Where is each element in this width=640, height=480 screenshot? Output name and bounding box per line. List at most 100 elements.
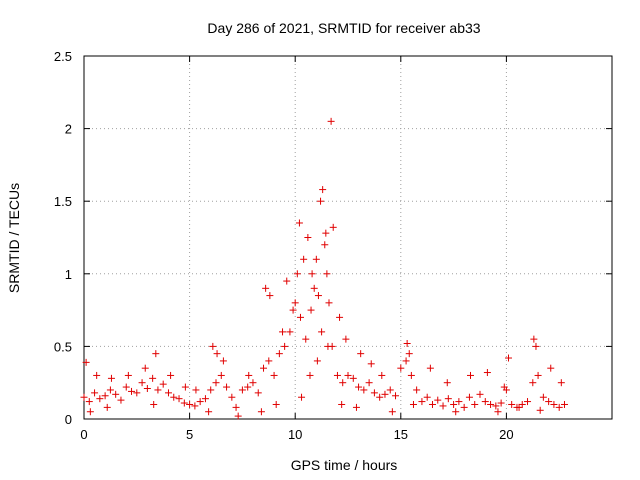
data-point [450,400,458,408]
data-point [386,386,394,394]
data-point [483,369,491,377]
data-point [370,389,378,397]
y-tick-label: 0 [65,412,72,427]
data-point [205,408,213,416]
data-point [323,270,331,278]
data-point [532,342,540,350]
y-tick-label: 1 [65,267,72,282]
data-point [106,386,114,394]
data-point [265,357,273,365]
data-point [407,371,415,379]
data-point [300,255,308,263]
data-point [181,383,189,391]
data-point [281,342,289,350]
data-point [154,386,162,394]
data-point [529,379,537,387]
axis-ticks: 0 5 10 15 20 0 0.5 1 1.5 2 2.5 [54,49,612,442]
chart-title: Day 286 of 2021, SRMTID for receiver ab3… [207,20,480,36]
data-point [494,408,502,416]
x-tick-label: 20 [499,427,513,442]
data-point [257,408,265,416]
data-point [471,400,479,408]
data-point [295,219,303,227]
data-point [428,400,436,408]
data-point [392,392,400,400]
data-point [342,335,350,343]
data-point [524,398,532,406]
data-point [212,379,220,387]
data-point [209,342,217,350]
data-point [283,277,291,285]
data-point [96,395,104,403]
data-point [465,393,473,401]
data-point [357,350,365,358]
data-point [159,380,167,388]
data-point [196,398,204,406]
data-point [481,398,489,406]
data-point [360,386,368,394]
data-point [508,400,516,408]
data-point [122,383,130,391]
data-point [443,379,451,387]
data-point [101,392,109,400]
data-point [452,408,460,416]
data-point [547,364,555,372]
data-point [306,371,314,379]
data-point [191,402,199,410]
data-point [234,412,242,420]
data-point [344,371,352,379]
data-point [314,292,322,300]
data-point [405,350,413,358]
data-point [180,399,188,407]
data-point [201,395,209,403]
data-point [219,357,227,365]
data-point [85,398,93,406]
data-point [291,299,299,307]
data-point [352,403,360,411]
y-tick-label: 1.5 [54,194,72,209]
data-point [304,234,312,241]
data-point [329,223,337,231]
data-point [403,339,411,347]
data-point [170,393,178,401]
data-point [213,350,221,358]
data-point [217,371,225,379]
data-point [402,357,410,365]
data-point [186,400,194,408]
data-point [444,395,452,403]
data-point [322,229,330,237]
data-point [150,400,158,408]
data-point [515,403,523,411]
data-point [266,292,274,300]
data-point [355,383,363,391]
data-point [302,335,310,343]
data-point [249,379,257,387]
data-point [466,371,474,379]
data-point [293,270,301,278]
data-point [286,328,294,336]
data-point [272,400,280,408]
data-point [238,386,246,394]
data-point [418,398,426,406]
data-point [82,358,90,366]
data-point [86,408,94,416]
data-point [536,406,544,414]
data-point [103,403,111,411]
data-point [318,328,326,336]
x-tick-label: 10 [288,427,302,442]
data-point [423,393,431,401]
data-point [124,371,132,379]
data-point [434,396,442,404]
data-point [192,386,200,394]
data-point [128,387,136,395]
data-point [476,390,484,398]
data-point [296,313,304,321]
data-point [254,389,262,397]
data-point [367,360,375,368]
data-point [518,400,526,408]
grid-lines [84,56,612,419]
data-point [313,357,321,365]
data-point [557,379,565,387]
data-point [244,383,252,391]
